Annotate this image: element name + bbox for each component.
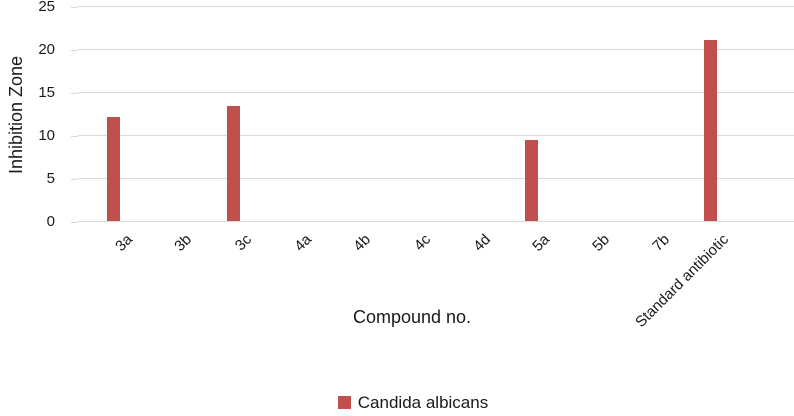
y-tick-label-25: 25 xyxy=(38,0,55,15)
legend-swatch-icon xyxy=(337,396,351,409)
y-tick-label-0: 0 xyxy=(46,213,55,230)
y-tick-label-20: 20 xyxy=(38,41,55,58)
bar-standard-antibiotic xyxy=(703,40,717,221)
y-tickmark-5 xyxy=(71,179,78,180)
gridline-y-15 xyxy=(78,92,794,93)
y-tickmark-25 xyxy=(71,7,78,8)
gridline-y-5 xyxy=(78,178,794,179)
plot-area xyxy=(78,6,794,222)
legend-label: Candida albicans xyxy=(357,393,489,412)
y-tickmark-10 xyxy=(71,136,78,137)
gridline-y-20 xyxy=(78,49,794,50)
gridline-y-10 xyxy=(78,135,794,136)
y-tick-label-10: 10 xyxy=(38,127,55,144)
x-axis-title: Compound no. xyxy=(352,307,472,327)
y-tickmark-0 xyxy=(71,222,78,223)
bar-3c xyxy=(226,105,240,221)
y-tickmark-20 xyxy=(71,50,78,51)
y-tickmark-15 xyxy=(71,93,78,94)
legend: Candida albicans xyxy=(16,394,794,411)
y-tick-label-15: 15 xyxy=(38,84,55,101)
bar-5a xyxy=(524,140,538,221)
gridline-y-25 xyxy=(78,6,794,7)
y-tick-label-5: 5 xyxy=(46,170,55,187)
gridline-y-0 xyxy=(78,221,794,222)
bar-3a xyxy=(107,116,121,221)
